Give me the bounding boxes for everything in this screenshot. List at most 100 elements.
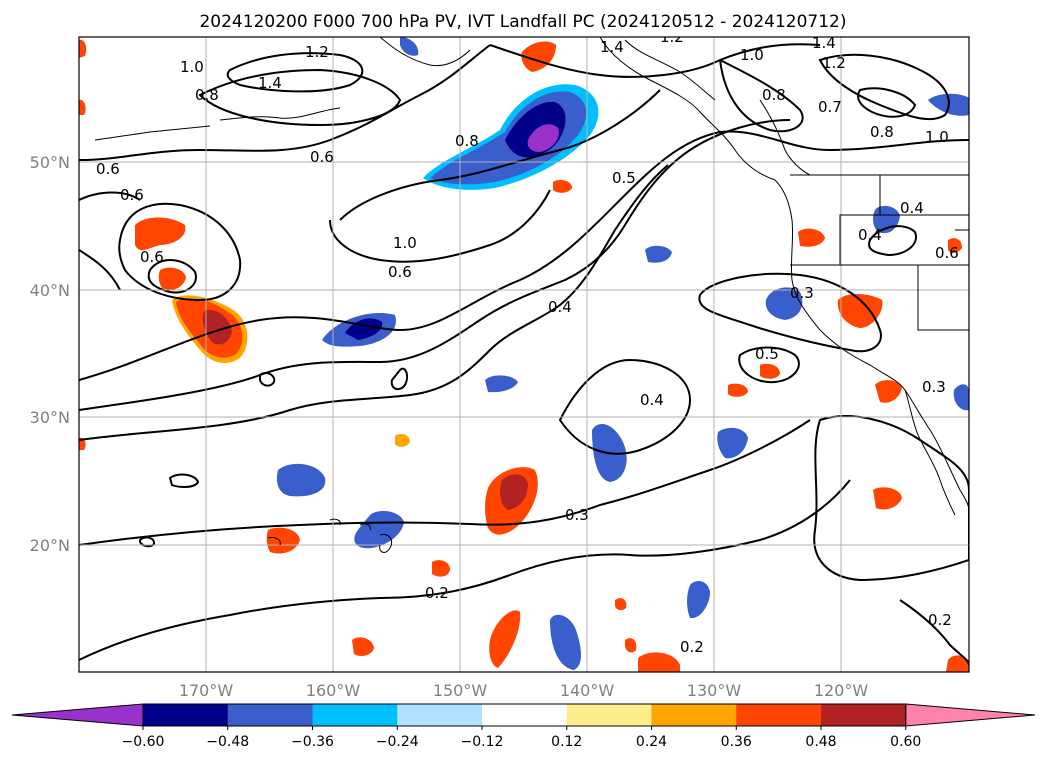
contour-label: 0.6: [96, 160, 120, 178]
shade-pos-12: [873, 487, 902, 510]
contour-label: 0.7: [818, 98, 842, 116]
colorbar-tick-label: 0.36: [721, 734, 752, 750]
shade-neg-8: [550, 614, 581, 670]
colorbar-segment: [482, 704, 568, 726]
lon-label-130: 130°W: [687, 681, 742, 700]
lat-label-40: 40°N: [30, 281, 70, 300]
contour-label: 1.4: [812, 34, 836, 52]
shade-neg-5: [276, 463, 326, 497]
colorbar-segment: [227, 704, 313, 726]
shade-pos-24: [615, 598, 627, 611]
contour-label: 1.0: [393, 234, 417, 252]
shade-pos-19: [79, 99, 86, 115]
contour-label: 0.6: [935, 244, 959, 262]
shade-neg-15: [400, 37, 419, 56]
shade-pos-17: [553, 180, 572, 193]
colorbar-tick-label: −0.36: [291, 734, 334, 750]
contour-label: 1.0: [180, 58, 204, 76]
shade-pos-13: [352, 637, 374, 656]
contour-labels: 0.6 0.6 0.6 0.6 0.7 0.8 0.8 0.8 0.8 1.0 …: [96, 28, 959, 656]
contour-label: 1.2: [822, 54, 846, 72]
contour-label: 0.2: [680, 638, 704, 656]
shade-pos-4b: [500, 474, 528, 510]
shade-pos-23: [946, 655, 969, 672]
contour-label: 0.8: [195, 86, 219, 104]
map-title: 2024120200 F000 700 hPa PV, IVT Landfall…: [199, 12, 846, 32]
shade-pos-18: [79, 39, 87, 58]
shade-pos-25: [625, 638, 637, 653]
shade-neg-14: [953, 384, 969, 411]
gridlines: [79, 37, 969, 672]
contour-label: 0.6: [140, 248, 164, 266]
lon-label-150: 150°W: [433, 681, 488, 700]
lon-label-120: 120°W: [814, 681, 869, 700]
shade-neg-7: [354, 510, 404, 549]
lat-label-50: 50°N: [30, 153, 70, 172]
contour-label: 1.0: [925, 128, 949, 146]
lat-label-20: 20°N: [30, 536, 70, 555]
shade-neg-9: [687, 580, 710, 619]
contour-label: 0.5: [755, 345, 779, 363]
shade-pos-21: [395, 434, 410, 447]
shade-pos-22: [948, 238, 962, 253]
shade-neg-10: [485, 375, 518, 393]
shade-pos-3: [158, 267, 186, 290]
colorbar-tick-label: 0.48: [805, 734, 836, 750]
colorbar-tick-label: 0.24: [636, 734, 667, 750]
contour-label: 0.2: [928, 611, 952, 629]
colorbar-outline: [142, 703, 907, 727]
contour-label: 0.8: [870, 123, 894, 141]
contour-label: 0.6: [120, 186, 144, 204]
colorbar-segment: [566, 704, 652, 726]
colorbar-tick-label: −0.60: [122, 734, 165, 750]
contour-label: 0.6: [388, 263, 412, 281]
lon-label-140: 140°W: [560, 681, 615, 700]
map-frame: [78, 36, 970, 673]
colorbar-segment: [397, 704, 483, 726]
colorbar-tick-label: −0.48: [206, 734, 249, 750]
contour-label: 1.4: [600, 38, 624, 56]
shade-pos-9: [638, 652, 680, 672]
shade-pos-1c: [202, 309, 232, 345]
coastline-layer: [94, 37, 969, 553]
lat-labels: 50°N 40°N 30°N 20°N: [30, 153, 70, 555]
contour-layer: [79, 43, 969, 666]
contour-label: 0.4: [900, 199, 924, 217]
lon-labels: 170°W 160°W 150°W 140°W 130°W 120°W: [179, 681, 869, 700]
shade-pos-7: [266, 527, 300, 554]
colorbar-extend-high: [905, 703, 1036, 727]
contour-label: 0.3: [790, 284, 814, 302]
shade-pos-11: [875, 380, 902, 403]
shade-pos-15: [760, 363, 780, 379]
colorbar-segment: [312, 704, 398, 726]
shade-neg-1d: [527, 124, 559, 152]
contour-label: 1.0: [740, 46, 764, 64]
lon-label-160: 160°W: [306, 681, 361, 700]
contour-label: 1.2: [305, 43, 329, 61]
shade-neg-6: [717, 427, 748, 459]
colorbar: −0.60 −0.48 −0.36 −0.24 −0.12 0.12 0.24 0.36 0.4…: [11, 703, 1036, 750]
lon-label-170: 170°W: [179, 681, 234, 700]
shade-pos-14: [432, 560, 450, 577]
shade-pos-16: [728, 383, 748, 397]
colorbar-extend-low: [11, 703, 144, 727]
contour-label: 1.2: [660, 28, 684, 46]
colorbar-segment: [821, 704, 907, 726]
lat-label-30: 30°N: [30, 408, 70, 427]
shading-layer: [79, 37, 969, 672]
shade-neg-11: [645, 245, 672, 263]
colorbar-tick-label: 0.60: [890, 734, 921, 750]
colorbar-segment: [143, 704, 229, 726]
contour-label: 0.5: [612, 169, 636, 187]
colorbar-segment: [651, 704, 737, 726]
contour-label: 1.4: [258, 74, 282, 92]
map-content: 0.6 0.6 0.6 0.6 0.7 0.8 0.8 0.8 0.8 1.0 …: [79, 28, 969, 672]
contour-label: 0.3: [565, 506, 589, 524]
colorbar-segment: [736, 704, 822, 726]
colorbar-tick-label: −0.24: [376, 734, 419, 750]
shade-pos-5: [837, 294, 883, 328]
contour-label: 0.6: [310, 148, 334, 166]
shade-pos-10: [798, 228, 825, 247]
shade-pos-2: [135, 217, 186, 251]
colorbar-tick-label: −0.12: [461, 734, 504, 750]
